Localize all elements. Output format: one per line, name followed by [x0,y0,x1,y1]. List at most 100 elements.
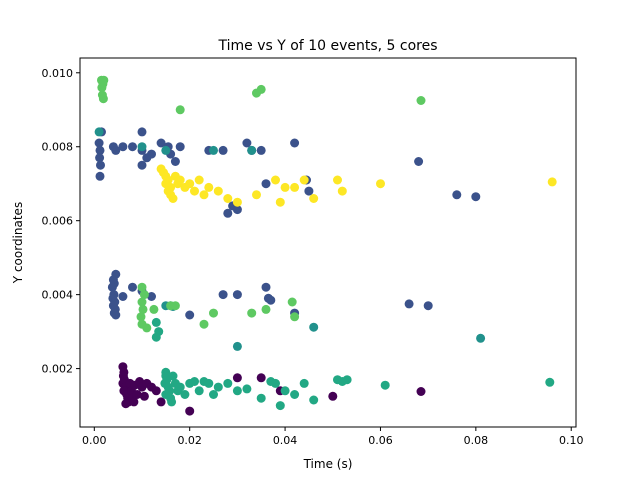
data-point-s1-7 [111,145,121,155]
data-point-s0-14 [129,397,139,407]
data-point-s5-20 [232,197,242,207]
data-point-s5-27 [309,194,319,203]
data-point-s5-13 [185,179,195,189]
data-point-s1-2 [95,153,105,163]
data-point-s1-3 [96,160,105,170]
y-tick-label: 0.010 [42,67,74,80]
data-point-s4-10 [137,282,147,292]
data-point-s1-28 [261,179,271,189]
data-point-s1-18 [170,157,180,166]
data-point-s5-29 [337,186,347,196]
data-point-s3-38 [380,380,390,390]
data-point-s3-11 [167,397,177,407]
data-point-s1-9 [128,142,137,152]
data-point-s1-27 [256,145,266,155]
data-point-s4-9 [416,96,426,105]
data-point-s5-17 [204,182,214,192]
x-tick-label: 0.04 [273,434,298,447]
y-tick-label: 0.006 [42,215,74,228]
data-point-s4-5 [98,94,108,104]
data-point-s4-12 [137,297,147,307]
data-point-s0-19 [139,391,149,401]
data-point-s4-23 [261,304,271,314]
data-point-s1-14 [137,160,147,170]
data-point-s3-29 [271,378,280,388]
data-point-s3-27 [256,393,266,403]
data-point-s3-34 [309,395,319,405]
data-point-s4-21 [209,308,218,318]
data-point-s2-2 [161,145,171,155]
data-point-s3-31 [280,386,290,396]
data-point-s1-25 [242,138,252,148]
data-point-s3-32 [290,390,300,399]
data-point-s1-21 [218,145,228,155]
data-point-s1-46 [118,292,128,301]
plot-frame [79,57,577,428]
data-point-s3-23 [213,382,223,392]
data-point-s5-25 [290,182,300,192]
data-point-s5-8 [168,194,178,203]
x-tick-label: 0.06 [368,434,393,447]
data-point-s0-22 [151,386,161,396]
data-point-s1-0 [94,138,104,148]
chart-title: Time vs Y of 10 events, 5 cores [218,38,438,54]
data-point-s5-26 [299,175,309,185]
data-point-s3-30 [275,401,285,411]
data-point-s3-0 [151,317,161,327]
data-point-s0-16 [132,390,142,399]
data-point-s5-21 [252,190,261,200]
data-point-s3-22 [209,390,218,399]
data-point-s3-19 [194,386,204,396]
data-point-s2-3 [209,145,218,155]
data-point-s1-29 [290,138,300,148]
data-point-s5-16 [199,190,209,200]
data-point-s5-22 [271,175,280,185]
data-point-s1-52 [232,290,242,300]
y-tick-label: 0.008 [42,141,74,154]
data-point-s1-12 [147,149,156,159]
data-point-s4-13 [138,304,148,314]
data-point-s5-14 [190,186,199,196]
x-tick-label: 0.02 [177,434,202,447]
data-point-s1-1 [95,145,105,155]
data-point-s1-15 [156,138,166,148]
data-point-s4-14 [136,312,146,322]
data-point-s1-47 [128,282,137,292]
data-point-s0-24 [185,406,195,416]
data-point-s3-37 [342,375,352,385]
points-layer [94,75,557,416]
y-tick-label: 0.002 [42,363,74,376]
data-point-s1-5 [95,171,105,181]
data-point-s1-31 [304,186,314,196]
data-point-s1-24 [232,205,242,215]
data-point-s1-32 [414,157,424,166]
data-point-s3-25 [232,386,242,396]
data-point-s2-4 [247,145,257,155]
data-point-s1-51 [218,290,228,300]
data-point-s0-28 [328,391,338,401]
x-tick-label: 0.00 [82,434,107,447]
data-point-s2-10 [232,341,242,351]
x-axis-ticks: 0.00 0.02 0.04 0.06 0.08 0.10 [82,427,583,447]
data-point-s3-24 [223,378,233,388]
data-point-s3-15 [175,382,185,392]
data-point-s4-11 [139,290,149,300]
data-point-s3-16 [180,390,190,399]
data-point-s2-8 [309,322,319,332]
data-point-s1-38 [107,282,117,292]
data-point-s3-21 [204,378,214,388]
data-point-s5-30 [376,179,385,189]
data-point-s1-53 [261,282,271,292]
data-point-s1-45 [111,310,121,320]
data-point-s5-11 [175,175,185,185]
data-point-s4-3 [99,75,109,85]
data-point-s4-22 [247,308,257,318]
data-point-s5-19 [223,194,233,203]
data-point-s1-34 [471,192,481,202]
x-axis-label: Time (s) [303,457,353,471]
data-point-s4-2 [97,83,107,93]
data-point-s3-2 [151,332,161,342]
data-point-s4-6 [175,105,185,115]
